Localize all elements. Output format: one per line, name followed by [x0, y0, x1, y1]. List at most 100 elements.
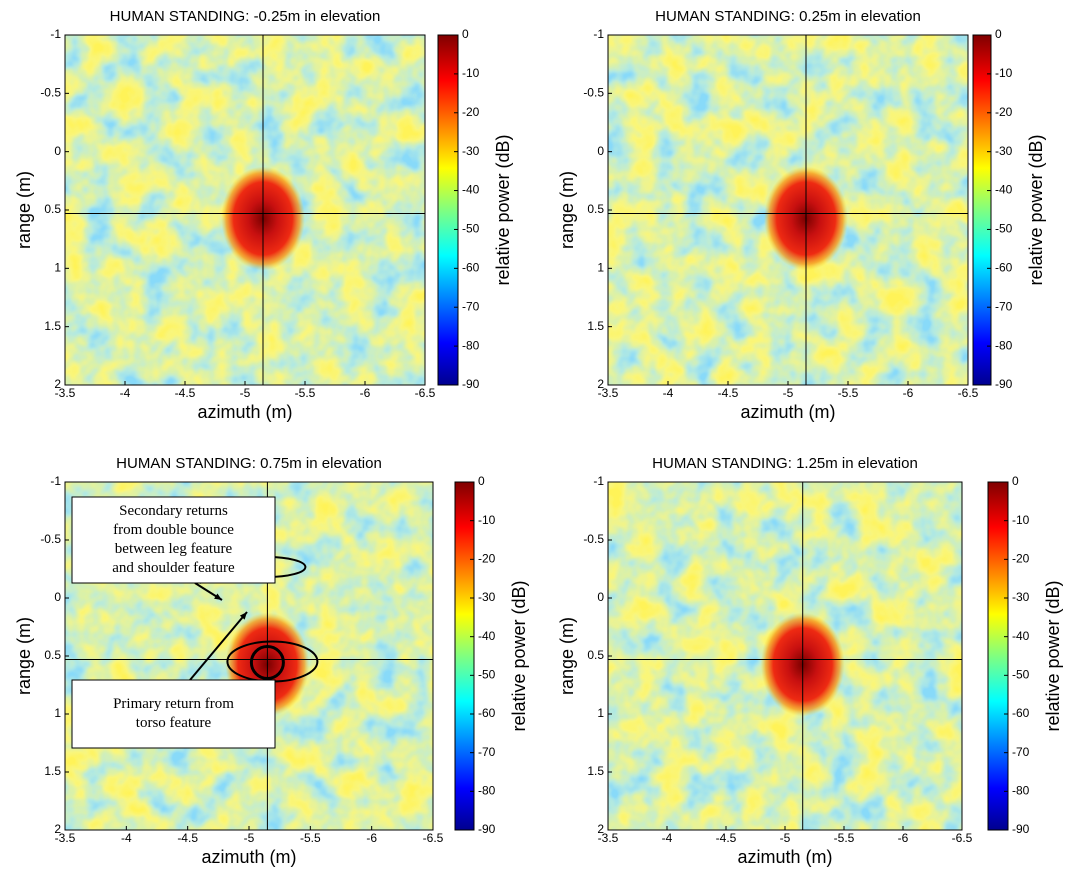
- colorbar-tick-label: -50: [1012, 668, 1030, 682]
- annotation-text: Primary return from: [113, 696, 234, 712]
- chart-title: HUMAN STANDING: -0.25m in elevation: [110, 8, 381, 25]
- annotation-text: torso feature: [136, 715, 212, 731]
- arrow: [189, 611, 248, 681]
- chart-title: HUMAN STANDING: 0.25m in elevation: [655, 8, 921, 25]
- x-tick-label: -4: [662, 831, 673, 845]
- x-tick-label: -6.5: [415, 386, 436, 400]
- x-tick-label: -4.5: [716, 831, 737, 845]
- colorbar: [972, 34, 992, 386]
- colorbar-tick-label: -10: [478, 513, 496, 527]
- colorbar-tick-label: -30: [995, 144, 1013, 158]
- x-tick-label: -6: [898, 831, 909, 845]
- y-tick-label: -0.5: [583, 532, 604, 546]
- y-tick-label: 2: [54, 377, 61, 391]
- colorbar-tick-label: -20: [995, 105, 1013, 119]
- x-tick-label: -5: [240, 386, 251, 400]
- x-tick-label: -3.5: [598, 386, 619, 400]
- annotation-box: [71, 496, 276, 584]
- x-tick-label: -4.5: [177, 831, 198, 845]
- y-tick-label: 0: [54, 144, 61, 158]
- y-axis-label: range (m): [14, 171, 34, 249]
- annotation-text: from double bounce: [113, 522, 234, 538]
- annotation-text: and shoulder feature: [112, 560, 235, 576]
- y-tick-label: 2: [597, 377, 604, 391]
- colorbar-tick-label: -80: [1012, 784, 1030, 798]
- colorbar-tick-label: -40: [478, 629, 496, 643]
- y-tick-label: -0.5: [583, 86, 604, 100]
- colorbar-tick-label: -50: [462, 222, 480, 236]
- colorbar-tick-label: -40: [1012, 629, 1030, 643]
- y-axis-label: range (m): [557, 617, 577, 695]
- x-tick-label: -4.5: [718, 386, 739, 400]
- x-tick-label: -4: [121, 831, 132, 845]
- y-tick-label: 1: [597, 261, 604, 275]
- x-tick-label: -4: [120, 386, 131, 400]
- x-tick-label: -5.5: [295, 386, 316, 400]
- y-tick-label: 1.5: [44, 764, 61, 778]
- colorbar-tick-label: -60: [462, 261, 480, 275]
- annotation-box: [71, 679, 276, 749]
- colorbar-tick-label: -50: [995, 222, 1013, 236]
- y-tick-label: -0.5: [40, 86, 61, 100]
- arrow-head: [214, 593, 222, 600]
- y-tick-label: -1: [593, 474, 604, 488]
- x-tick-label: -6.5: [952, 831, 973, 845]
- highlight-circle: [249, 644, 285, 680]
- x-axis-label: azimuth (m): [740, 402, 835, 422]
- colorbar-tick-label: 0: [1012, 474, 1019, 488]
- y-tick-label: -0.5: [40, 532, 61, 546]
- x-tick-label: -5: [780, 831, 791, 845]
- x-tick-label: -6.5: [958, 386, 979, 400]
- x-tick-label: -5.5: [834, 831, 855, 845]
- chart-title: HUMAN STANDING: 0.75m in elevation: [116, 455, 382, 472]
- panels: -3.5 -4 -4.5 -5 -5.5 -6 -6.5 -1 -0.5 0 0.5 1 1.5 2 HUM…: [14, 8, 1063, 867]
- y-tick-label: 0.5: [587, 648, 604, 662]
- x-tick-label: -6.5: [423, 831, 444, 845]
- colorbar-label: relative power (dB): [509, 580, 529, 731]
- colorbar: [437, 34, 459, 386]
- colorbar-tick-label: -30: [478, 590, 496, 604]
- x-tick-label: -6: [360, 386, 371, 400]
- y-tick-label: 1.5: [587, 764, 604, 778]
- colorbar-tick-label: -10: [1012, 513, 1030, 527]
- colorbar-tick-label: -90: [478, 822, 496, 836]
- colorbar-tick-label: -90: [995, 377, 1013, 391]
- x-tick-label: -6: [903, 386, 914, 400]
- colorbar-tick-label: -60: [1012, 706, 1030, 720]
- colorbar: [987, 481, 1009, 831]
- colorbar-tick-label: -20: [478, 552, 496, 566]
- x-tick-label: -4: [663, 386, 674, 400]
- arrow-head: [239, 612, 247, 620]
- colorbar-tick-label: -90: [462, 377, 480, 391]
- colorbar-tick-label: -90: [1012, 822, 1030, 836]
- x-tick-label: -3.5: [598, 831, 619, 845]
- colorbar-tick-label: -70: [478, 745, 496, 759]
- colorbar-tick-label: -10: [462, 66, 480, 80]
- y-tick-label: -1: [593, 27, 604, 41]
- y-axis-label: range (m): [14, 617, 34, 695]
- y-tick-label: 0.5: [44, 648, 61, 662]
- colorbar-label: relative power (dB): [1043, 580, 1063, 731]
- colorbar-tick-label: -60: [478, 706, 496, 720]
- colorbar-tick-label: -30: [462, 144, 480, 158]
- chart-title: HUMAN STANDING: 1.25m in elevation: [652, 455, 918, 472]
- colorbar-tick-label: -80: [995, 338, 1013, 352]
- colorbar-tick-label: -60: [995, 261, 1013, 275]
- colorbar-tick-label: -80: [462, 338, 480, 352]
- annotation-text: Secondary returns: [119, 503, 228, 519]
- x-tick-label: -4.5: [175, 386, 196, 400]
- y-tick-label: 0.5: [44, 202, 61, 216]
- colorbar-tick-label: -30: [1012, 590, 1030, 604]
- colorbar-tick-label: -40: [995, 183, 1013, 197]
- y-tick-label: -1: [50, 27, 61, 41]
- colorbar-tick-label: -40: [462, 183, 480, 197]
- colorbar-tick-label: 0: [478, 474, 485, 488]
- y-tick-label: 0: [597, 590, 604, 604]
- y-tick-label: 1: [597, 706, 604, 720]
- y-tick-label: 1: [54, 706, 61, 720]
- colorbar-label: relative power (dB): [1026, 134, 1046, 285]
- colorbar-tick-label: -70: [995, 299, 1013, 313]
- colorbar-tick-label: -10: [995, 66, 1013, 80]
- y-tick-label: 2: [597, 822, 604, 836]
